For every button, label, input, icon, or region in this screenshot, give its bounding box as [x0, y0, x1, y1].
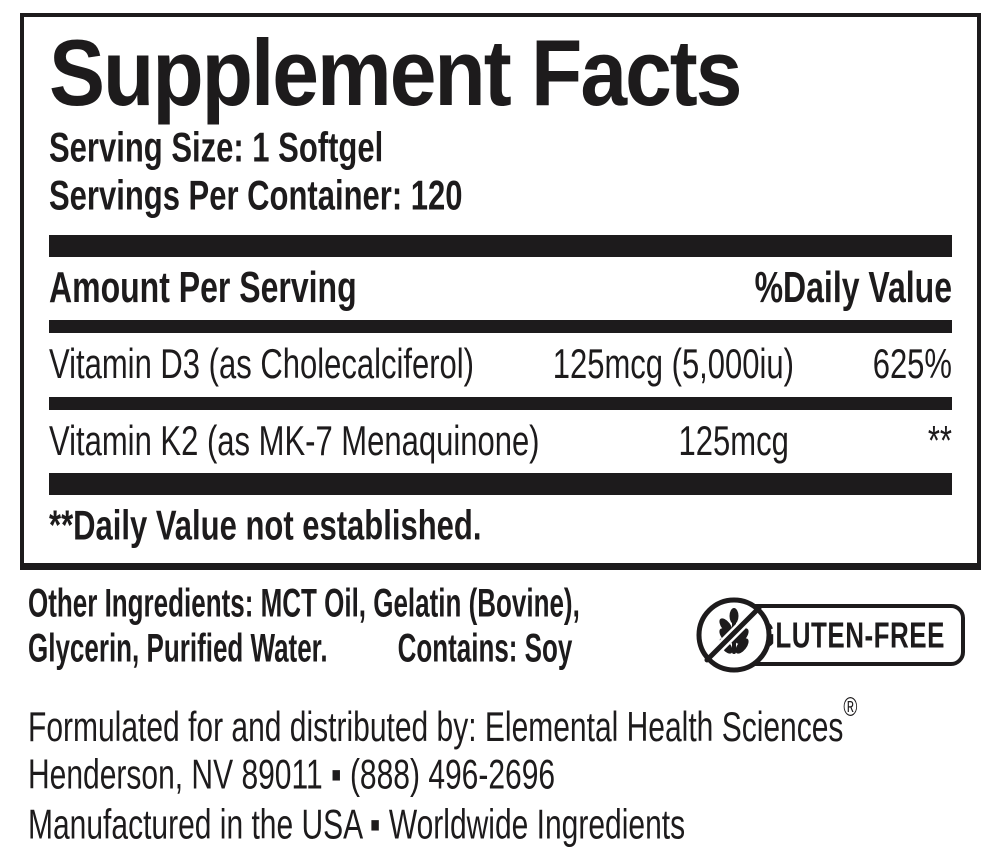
divider-thin-2 [49, 397, 952, 410]
other-ingredients-block: Other Ingredients: MCT Oil, Gelatin (Bov… [28, 579, 688, 672]
divider-thin-1 [49, 320, 952, 333]
daily-value-footnote: **Daily Value not established. [49, 501, 482, 550]
servings-per-container-line: Servings Per Container: 120 [49, 171, 463, 220]
formulated-by-line: Formulated for and distributed by: Eleme… [28, 693, 858, 751]
gluten-free-label: GLUTEN-FREE [754, 613, 945, 656]
serving-size-line: Serving Size: 1 Softgel [49, 123, 384, 172]
table-row-vitamin-k2: Vitamin K2 (as MK-7 Menaquinone) 125mcg … [49, 410, 952, 473]
ingredient-daily-value: 625% [872, 340, 952, 388]
contains-statement: Contains: Soy [397, 624, 573, 671]
registered-trademark-symbol: ® [843, 693, 858, 723]
ingredient-amount: 125mcg (5,000iu) [552, 340, 794, 388]
address-phone-line: Henderson, NV 89011 ▪ (888) 496-2696 [28, 752, 556, 799]
panel-title-text: Supplement Facts [49, 19, 742, 126]
manufactured-line: Manufactured in the USA ▪ Worldwide Ingr… [28, 802, 686, 849]
other-ingredients-line-2: Glycerin, Purified Water. Contains: Soy [28, 624, 688, 672]
ingredient-name: Vitamin K2 (as MK-7 Menaquinone) [49, 416, 540, 464]
table-header-row: Amount Per Serving %Daily Value [49, 257, 952, 320]
amount-per-serving-header: Amount Per Serving [49, 262, 357, 312]
ingredient-name: Vitamin D3 (as Cholecalciferol) [49, 340, 474, 388]
divider-thick-bottom [49, 473, 952, 495]
ingredient-amount: 125mcg [678, 416, 789, 464]
table-row-vitamin-d3: Vitamin D3 (as Cholecalciferol) 125mcg (… [49, 333, 952, 397]
panel-title: Supplement Facts [49, 23, 952, 122]
ingredient-daily-value: ** [927, 416, 952, 464]
divider-thick-top [49, 235, 952, 257]
daily-value-header: %Daily Value [754, 262, 952, 312]
distributor-block: Formulated for and distributed by: Eleme… [28, 688, 988, 852]
gluten-free-badge: GLUTEN-FREE [693, 594, 965, 676]
wheat-crossed-icon [696, 597, 772, 673]
supplement-facts-panel: Supplement Facts Serving Size: 1 Softgel… [20, 13, 981, 570]
other-ingredients-line-1: Other Ingredients: MCT Oil, Gelatin (Bov… [28, 579, 580, 626]
